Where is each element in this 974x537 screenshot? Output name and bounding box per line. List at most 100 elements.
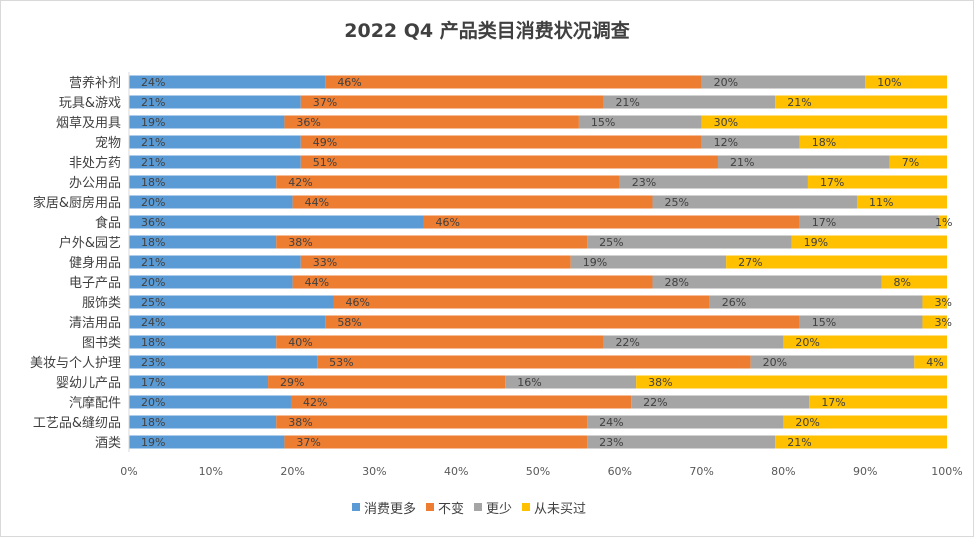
bar-segment (129, 195, 293, 209)
data-label: 18% (141, 236, 165, 249)
data-label: 29% (280, 376, 304, 389)
data-label: 19% (583, 256, 607, 269)
data-label: 38% (288, 416, 312, 429)
bar-segment (914, 355, 947, 369)
bar-segment (276, 175, 620, 189)
data-label: 3% (934, 296, 951, 309)
bar-segment (129, 95, 301, 109)
data-label: 36% (141, 216, 165, 229)
bar-segment (129, 135, 301, 149)
bar-segment (290, 395, 632, 409)
data-label: 23% (599, 436, 623, 449)
legend-swatch (352, 503, 360, 511)
bar-segment (129, 115, 285, 129)
bar-segment (587, 235, 792, 249)
category-label: 服饰类 (82, 296, 121, 311)
legend-label: 不变 (438, 501, 464, 517)
bar-segment (603, 95, 776, 109)
bar-segment (129, 175, 277, 189)
legend-label: 更少 (486, 502, 512, 517)
bar-segment (129, 215, 424, 229)
category-label: 工艺品&缝纫品 (33, 416, 121, 431)
legend-label: 从未买过 (534, 502, 586, 517)
data-label: 25% (599, 236, 623, 249)
x-tick-label: 40% (444, 465, 468, 478)
data-label: 38% (288, 236, 312, 249)
data-label: 17% (820, 176, 844, 189)
bar-segment (292, 195, 653, 209)
bar-segment (317, 355, 751, 369)
bar-segment (276, 335, 604, 349)
data-label: 44% (305, 276, 329, 289)
bar-segment (292, 275, 653, 289)
category-label: 烟草及用具 (56, 116, 121, 131)
data-label: 18% (141, 336, 165, 349)
bar-segment (570, 255, 727, 269)
bar-segment (423, 215, 800, 229)
bar-segment (300, 155, 718, 169)
category-label: 汽摩配件 (69, 395, 121, 411)
data-label: 23% (632, 176, 656, 189)
bar-segment (578, 115, 702, 129)
bar-segment (865, 75, 947, 89)
bar-segment (701, 115, 947, 129)
category-label: 酒类 (95, 436, 121, 451)
bar-segment (333, 295, 710, 309)
bar-segment (807, 175, 947, 189)
data-label: 20% (795, 336, 819, 349)
data-label: 27% (738, 256, 762, 269)
category-label: 家居&厨房用品 (33, 195, 121, 211)
bar-segment (284, 435, 588, 449)
bar-segment (129, 75, 326, 89)
data-label: 19% (141, 436, 165, 449)
data-label: 10% (877, 76, 901, 89)
x-tick-label: 80% (771, 465, 795, 478)
x-tick-label: 10% (199, 465, 223, 478)
category-label: 健身用品 (69, 255, 121, 271)
data-label: 28% (665, 276, 689, 289)
bar-segment (129, 415, 277, 429)
data-label: 4% (926, 356, 943, 369)
category-label: 图书类 (82, 336, 121, 351)
category-label: 美妆与个人护理 (30, 356, 121, 371)
x-tick-label: 50% (526, 465, 550, 478)
bar-segment (129, 155, 301, 169)
bar-segment (325, 315, 800, 329)
bar-segment (783, 335, 947, 349)
bar-segment (701, 75, 866, 89)
bar-segment (129, 275, 293, 289)
data-label: 44% (305, 196, 329, 209)
data-label: 25% (141, 296, 165, 309)
data-label: 36% (296, 116, 320, 129)
bar-segment (922, 315, 947, 329)
data-label: 46% (346, 296, 370, 309)
bar-segment (129, 435, 285, 449)
data-label: 17% (141, 376, 165, 389)
data-label: 20% (795, 416, 819, 429)
data-label: 22% (615, 336, 639, 349)
bar-segment (922, 295, 947, 309)
x-tick-label: 60% (608, 465, 632, 478)
bar-segment (775, 95, 947, 109)
x-tick-label: 20% (280, 465, 304, 478)
data-label: 20% (141, 196, 165, 209)
data-label: 23% (141, 356, 165, 369)
bar-segment (889, 155, 947, 169)
bar-segment (300, 255, 571, 269)
data-label: 21% (787, 96, 811, 109)
bar-segment (652, 195, 858, 209)
data-label: 21% (141, 156, 165, 169)
bar-segment (631, 395, 810, 409)
data-label: 11% (869, 196, 893, 209)
data-label: 21% (615, 96, 639, 109)
data-label: 42% (303, 396, 327, 409)
data-label: 49% (313, 136, 337, 149)
category-label: 清洁用品 (69, 316, 121, 331)
category-label: 玩具&游戏 (59, 96, 121, 111)
data-label: 15% (812, 316, 836, 329)
bar-segment (129, 255, 301, 269)
x-tick-label: 0% (120, 465, 137, 478)
bar-segment (636, 375, 947, 389)
data-label: 20% (763, 356, 787, 369)
data-label: 21% (141, 136, 165, 149)
